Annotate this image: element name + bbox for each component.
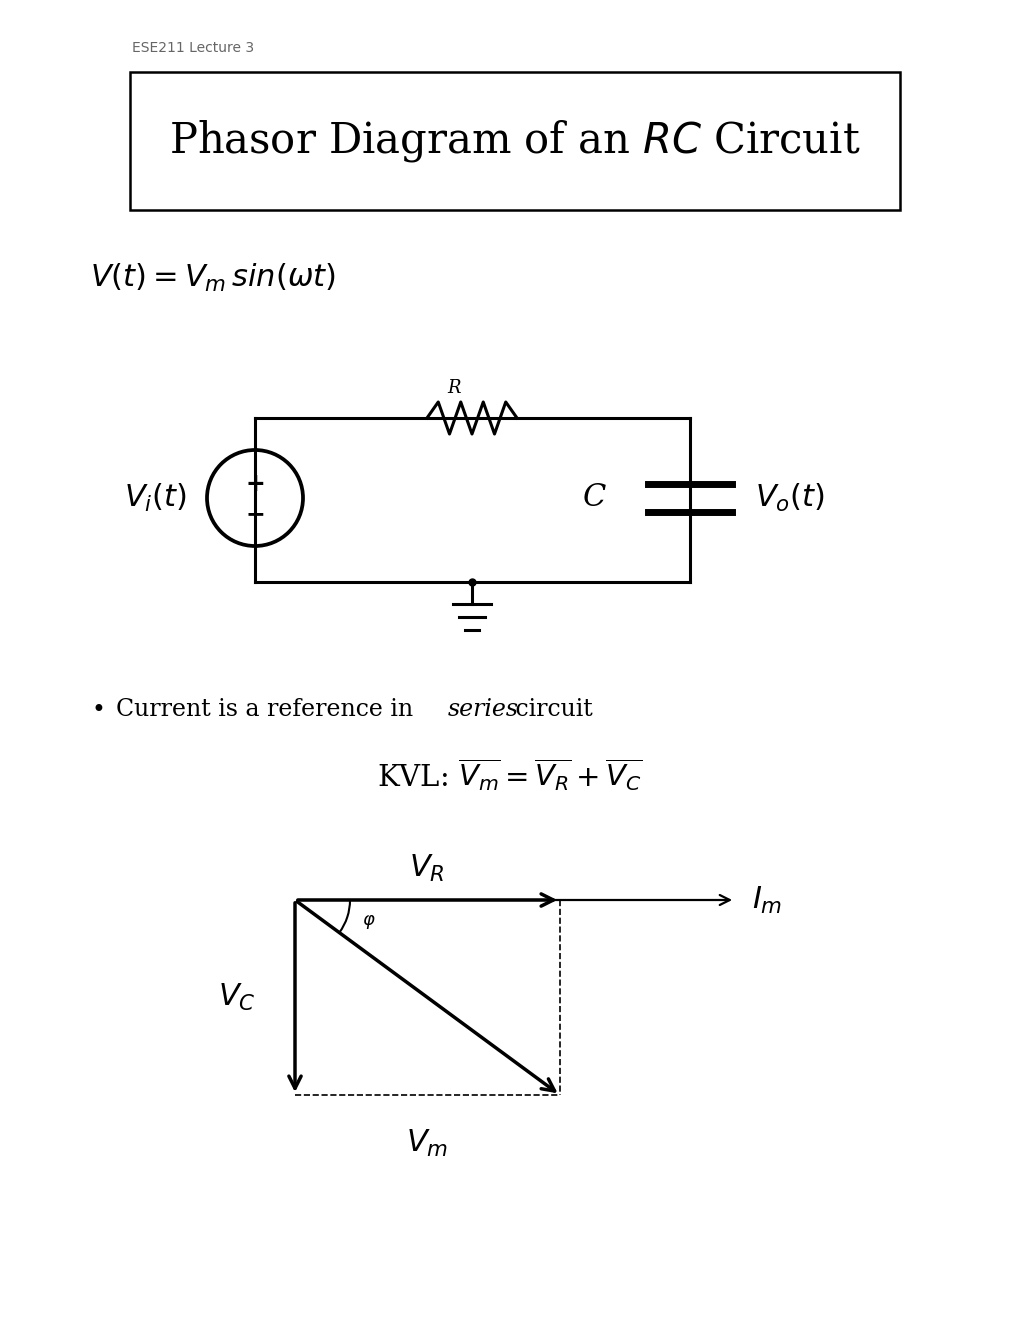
Text: C: C xyxy=(583,483,606,513)
Text: Phasor Diagram of an $\mathit{RC}$ Circuit: Phasor Diagram of an $\mathit{RC}$ Circu… xyxy=(169,117,860,164)
Text: $\mathit{V_o(t)}$: $\mathit{V_o(t)}$ xyxy=(754,482,824,513)
Text: −: − xyxy=(245,502,265,525)
Text: series: series xyxy=(447,698,519,722)
Text: Current is a reference in: Current is a reference in xyxy=(116,698,420,722)
Text: $I_m$: $I_m$ xyxy=(751,884,782,916)
Text: KVL: $\overline{V_m} = \overline{V_R} + \overline{V_C}$: KVL: $\overline{V_m} = \overline{V_R} + … xyxy=(377,756,642,793)
Text: $V_C$: $V_C$ xyxy=(218,982,256,1012)
Text: $\varphi$: $\varphi$ xyxy=(361,913,375,931)
Text: •: • xyxy=(92,698,106,722)
Text: $\mathit{V(t){=}V_m\,sin(\omega t)}$: $\mathit{V(t){=}V_m\,sin(\omega t)}$ xyxy=(90,261,335,294)
Text: ESE211 Lecture 3: ESE211 Lecture 3 xyxy=(131,41,254,55)
Text: R: R xyxy=(446,379,461,397)
Text: circuit: circuit xyxy=(507,698,592,722)
Text: +: + xyxy=(245,473,265,496)
Text: $V_m$: $V_m$ xyxy=(406,1127,447,1159)
Text: $\mathit{V_i(t)}$: $\mathit{V_i(t)}$ xyxy=(123,482,186,513)
Text: $V_R$: $V_R$ xyxy=(409,853,444,883)
Bar xyxy=(129,73,899,210)
